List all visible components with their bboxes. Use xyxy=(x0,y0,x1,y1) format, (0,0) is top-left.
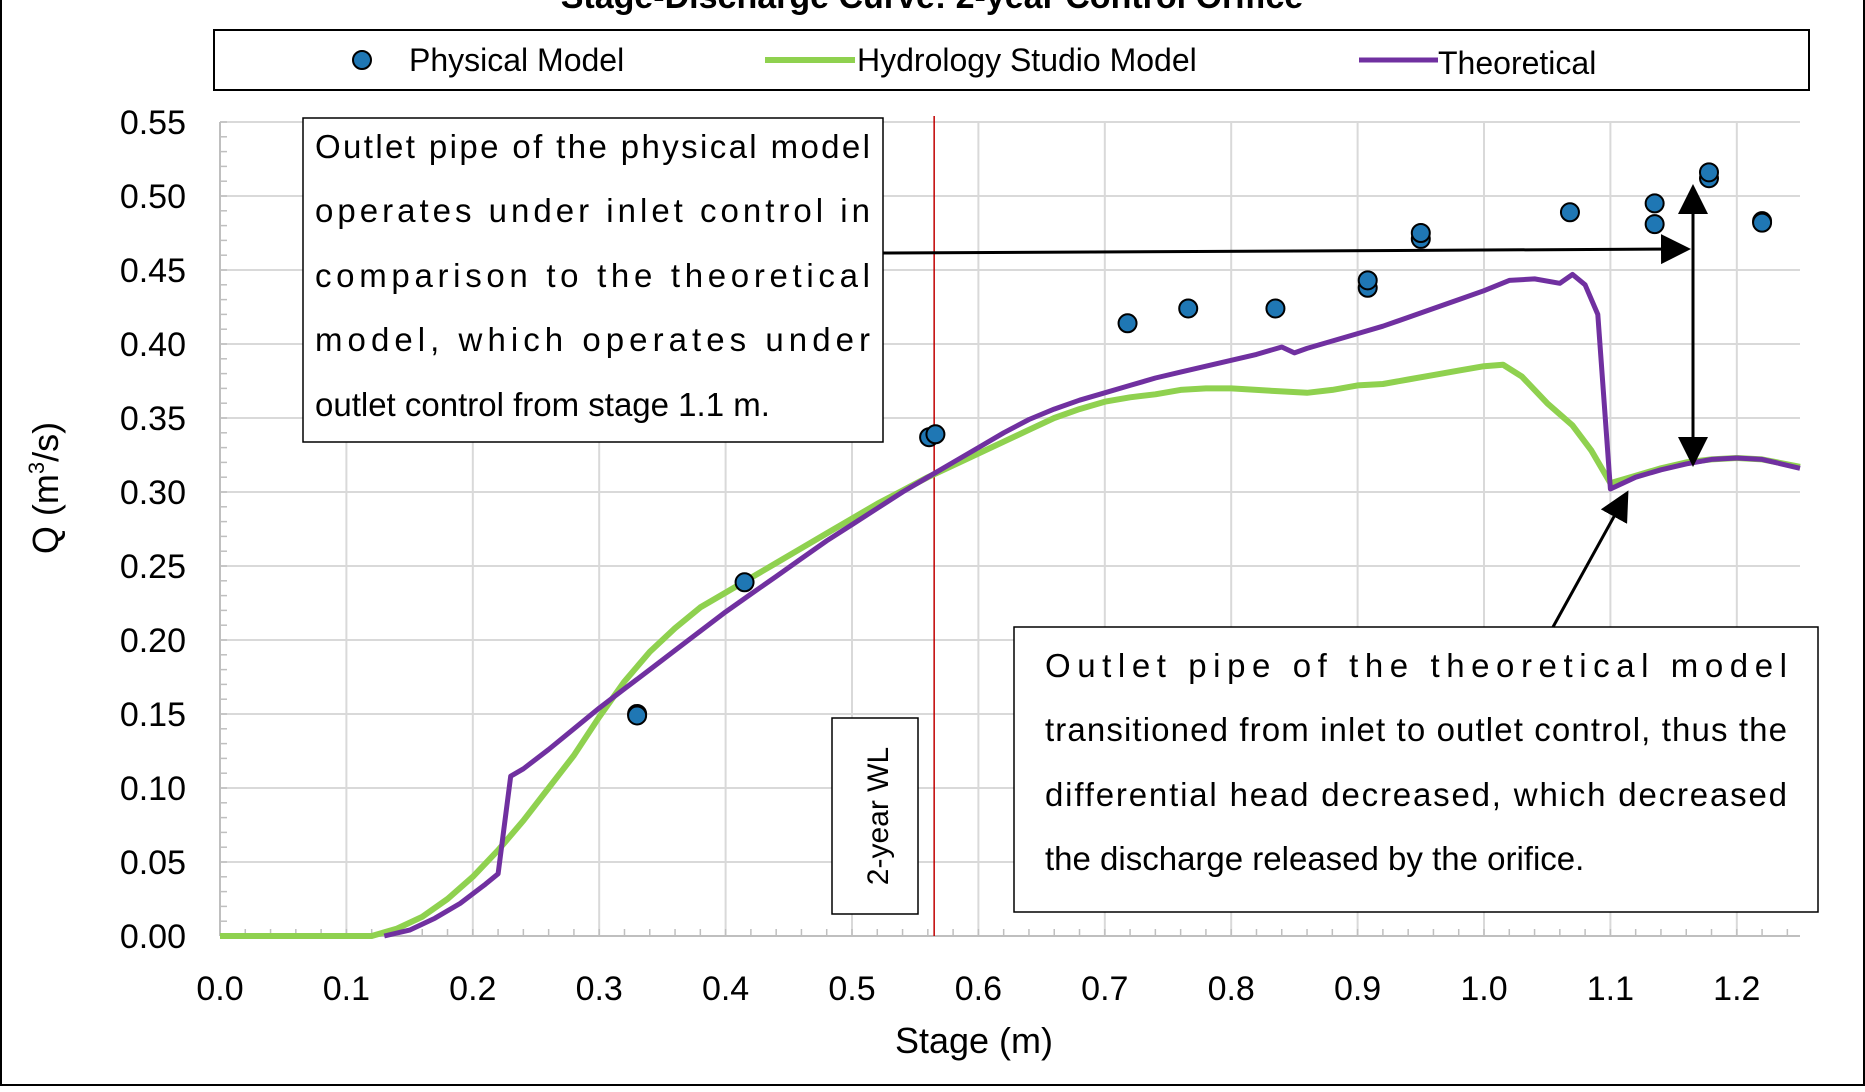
physical-model-point xyxy=(1117,313,1138,334)
series-line-hydrology-studio-model xyxy=(220,361,1801,939)
legend-physical-marker xyxy=(352,50,372,70)
physical-model-point xyxy=(1644,193,1665,214)
legend-frame xyxy=(213,29,1810,91)
physical-model-point xyxy=(1559,202,1580,223)
annotation-outlet-line-3: differential head decreased, which decre… xyxy=(1045,776,1787,813)
series-line-theoretical xyxy=(383,271,1801,939)
y-tick-label: 0.55 xyxy=(120,104,186,142)
y-axis-title-end: /s) xyxy=(25,422,66,462)
physical-model-point xyxy=(1644,214,1665,235)
y-axis-title-main: Q (m xyxy=(25,474,66,554)
annotation-outlet-line-2: transitioned from inlet to outlet contro… xyxy=(1045,711,1787,748)
annotation-inlet-line-4: model, which operates under xyxy=(315,321,870,358)
x-tick-label: 0.8 xyxy=(1208,970,1255,1008)
x-tick-label: 0.6 xyxy=(955,970,1002,1008)
y-tick-label: 0.40 xyxy=(120,326,186,364)
physical-model-point xyxy=(925,424,946,445)
annotation-outlet-line-1: Outlet pipe of the theoretical model xyxy=(1045,647,1787,684)
x-tick-label: 0.4 xyxy=(702,970,749,1008)
x-tick-label: 0.2 xyxy=(449,970,496,1008)
x-tick-label: 1.1 xyxy=(1587,970,1634,1008)
x-tick-label: 0.7 xyxy=(1081,970,1128,1008)
y-tick-label: 0.35 xyxy=(120,400,186,438)
annotation-inlet-line-1: Outlet pipe of the physical model xyxy=(315,128,870,165)
legend-physical-label: Physical Model xyxy=(409,42,624,78)
physical-model-point xyxy=(1357,270,1378,291)
physical-model-point xyxy=(734,572,755,593)
wl-label: 2-year WL xyxy=(862,747,895,885)
x-tick-label: 0.0 xyxy=(196,970,243,1008)
y-tick-label: 0.10 xyxy=(120,770,186,808)
annotation-inlet-line-2: operates under inlet control in xyxy=(315,192,870,229)
annotation-inlet-line-5: outlet control from stage 1.1 m. xyxy=(315,386,770,423)
x-axis-title: Stage (m) xyxy=(895,1020,1053,1061)
x-tick-label: 0.9 xyxy=(1334,970,1381,1008)
minor-ticks xyxy=(219,121,1789,937)
y-tick-label: 0.05 xyxy=(120,844,186,882)
y-tick-label: 0.45 xyxy=(120,252,186,290)
physical-model-point xyxy=(1265,298,1286,319)
points-layer xyxy=(627,162,1773,726)
chart-title: Stage-Discharge Curve: 2-year Control Or… xyxy=(561,0,1304,16)
physical-model-point xyxy=(1178,298,1199,319)
physical-model-point xyxy=(1752,212,1773,233)
annotation-outlet-line-4: the discharge released by the orifice. xyxy=(1045,840,1584,877)
physical-model-point xyxy=(1698,162,1719,183)
axis-layer: 0.0 0.1 0.2 0.3 0.4 0.5 0.6 0.7 0.8 0.9 1.0 1.1 1.2 0… xyxy=(120,104,1800,1008)
y-tick-label: 0.00 xyxy=(120,918,186,956)
wl-label-box: 2-year WL xyxy=(831,717,919,915)
physical-model-point xyxy=(1410,223,1431,243)
x-tick-label: 1.0 xyxy=(1460,970,1507,1008)
x-tick-label: 1.2 xyxy=(1713,970,1760,1008)
physical-model-point xyxy=(627,705,648,726)
annotation-inlet: Outlet pipe of the physical model operat… xyxy=(302,117,884,443)
arrow-horizontal xyxy=(882,234,1691,265)
annotation-outlet: Outlet pipe of the theoretical model tra… xyxy=(1013,626,1819,913)
legend-theoretical-label: Theoretical xyxy=(1438,45,1596,81)
x-tick-label: 0.1 xyxy=(323,970,370,1008)
arrow-diagonal xyxy=(1551,490,1629,628)
y-tick-label: 0.20 xyxy=(120,622,186,660)
y-tick-label: 0.15 xyxy=(120,696,186,734)
y-tick-label: 0.30 xyxy=(120,474,186,512)
y-tick-label: 0.25 xyxy=(120,548,186,586)
series-layer xyxy=(220,271,1801,939)
x-tick-label: 0.5 xyxy=(828,970,875,1008)
legend: Physical Model Hydrology Studio Model Th… xyxy=(213,29,1810,91)
y-axis-title-sup: 3 xyxy=(24,462,49,474)
x-tick-label: 0.3 xyxy=(576,970,623,1008)
legend-hydrology-label: Hydrology Studio Model xyxy=(857,42,1197,78)
y-axis-title: Q (m3/s) xyxy=(24,422,66,554)
y-tick-label: 0.50 xyxy=(120,178,186,216)
